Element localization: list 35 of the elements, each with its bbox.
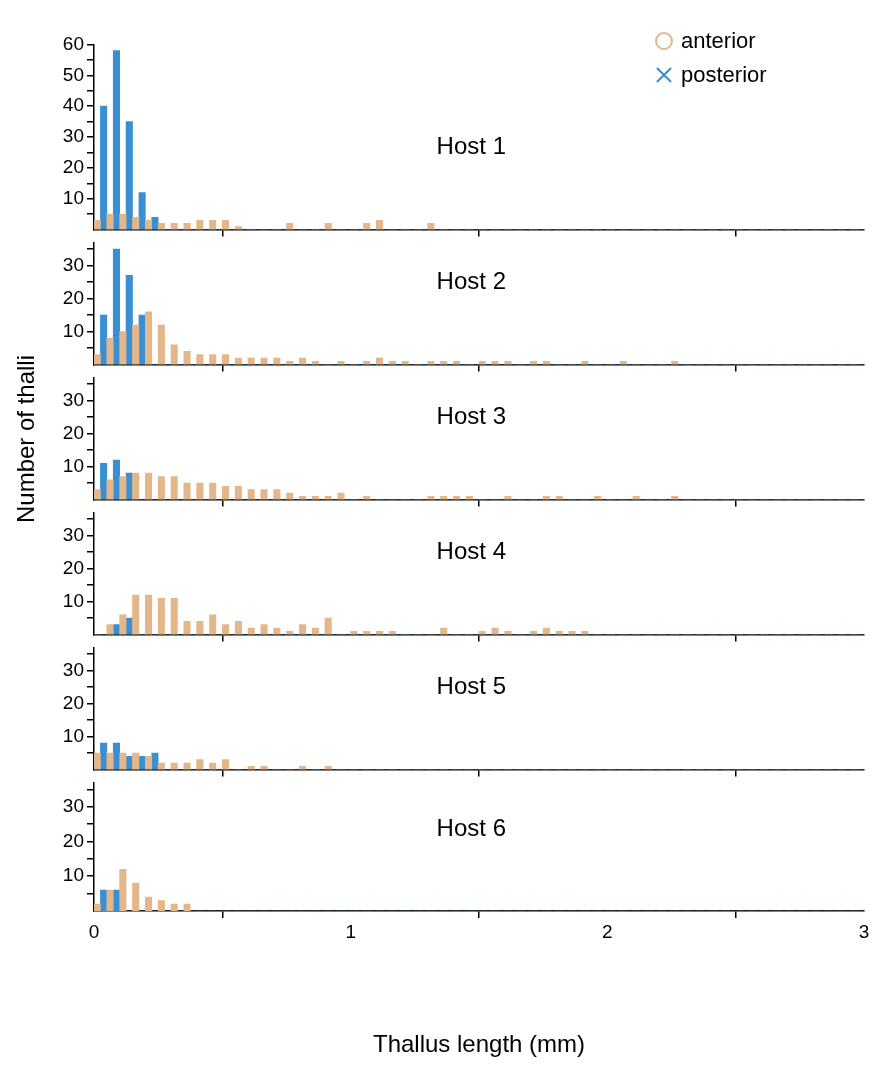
x-axis-title: Thallus length (mm) bbox=[371, 1030, 587, 1058]
y-tick-label: 10 bbox=[62, 186, 84, 208]
y-tick-label: 20 bbox=[62, 286, 84, 308]
legend-label: anterior bbox=[681, 27, 756, 55]
y-axis-title: Number of thalli bbox=[12, 354, 40, 523]
text: Host 3 bbox=[436, 402, 506, 430]
x-tick-label: 2 bbox=[602, 920, 613, 942]
x-tick-label: 1 bbox=[345, 920, 356, 942]
y-tick-label: 10 bbox=[62, 589, 84, 611]
y-tick-label: 50 bbox=[62, 63, 84, 85]
y-tick-label: 20 bbox=[62, 556, 84, 578]
text: Host 4 bbox=[436, 537, 506, 565]
y-tick-label: 10 bbox=[62, 319, 84, 341]
y-tick-label: 10 bbox=[62, 864, 84, 886]
y-tick-label: 30 bbox=[62, 523, 84, 545]
y-tick-label: 40 bbox=[62, 94, 84, 116]
y-tick-label: 30 bbox=[62, 253, 84, 275]
y-tick-label: 30 bbox=[62, 794, 84, 816]
text: Host 2 bbox=[436, 267, 506, 295]
text: Host 1 bbox=[436, 132, 506, 160]
y-tick-label: 20 bbox=[62, 691, 84, 713]
y-tick-label: 20 bbox=[62, 829, 84, 851]
y-tick-label: 10 bbox=[62, 724, 84, 746]
text: Host 5 bbox=[436, 672, 506, 700]
y-tick-label: 30 bbox=[62, 388, 84, 410]
y-tick-label: 10 bbox=[62, 454, 84, 476]
text: Host 6 bbox=[436, 813, 506, 841]
x-tick-label: 3 bbox=[858, 920, 870, 942]
legend-label: posterior bbox=[681, 61, 767, 89]
y-tick-label: 20 bbox=[62, 421, 84, 443]
y-tick-label: 30 bbox=[62, 125, 84, 147]
x-tick-label: 0 bbox=[88, 920, 100, 942]
y-tick-label: 30 bbox=[62, 658, 84, 680]
y-tick-label: 60 bbox=[62, 32, 84, 54]
y-tick-label: 20 bbox=[62, 156, 84, 178]
